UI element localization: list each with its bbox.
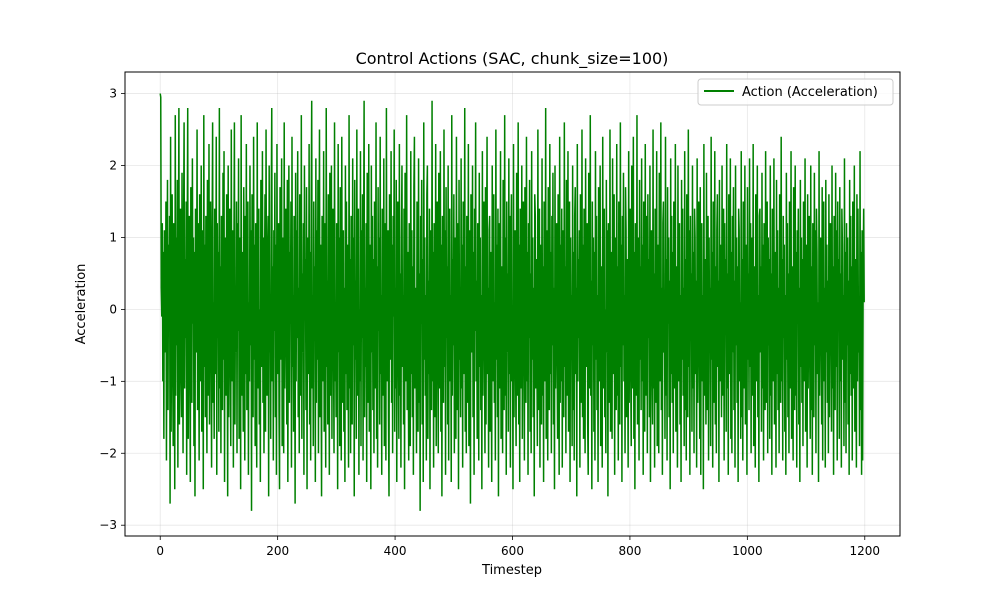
x-tick-label: 1200 bbox=[849, 544, 880, 558]
axis-ticks: 0 200 400 600 800 1000 1200 −3 −2 −1 0 1 2 3 bbox=[99, 87, 880, 558]
y-axis-label: Acceleration bbox=[74, 264, 89, 345]
x-axis-label: Timestep bbox=[481, 563, 542, 578]
x-tick-label: 0 bbox=[156, 544, 164, 558]
y-tick-label: 1 bbox=[109, 230, 117, 244]
legend-label: Action (Acceleration) bbox=[742, 85, 878, 100]
series-line-action-acceleration bbox=[159, 93, 865, 511]
x-tick-label: 400 bbox=[384, 544, 407, 558]
plot-area-frame bbox=[124, 71, 901, 537]
chart-title: Control Actions (SAC, chunk_size=100) bbox=[356, 49, 669, 69]
x-tick-label: 200 bbox=[266, 544, 289, 558]
y-tick-label: 0 bbox=[109, 302, 117, 316]
x-tick-label: 800 bbox=[618, 544, 641, 558]
y-tick-label: 3 bbox=[109, 87, 117, 101]
legend-box bbox=[697, 78, 894, 106]
x-tick-label: 1000 bbox=[732, 544, 763, 558]
y-tick-label: −3 bbox=[99, 518, 117, 532]
x-tick-label: 600 bbox=[501, 544, 524, 558]
legend: Action (Acceleration) bbox=[697, 78, 894, 106]
y-tick-label: 2 bbox=[109, 159, 117, 173]
y-tick-label: −2 bbox=[99, 446, 117, 460]
y-tick-label: −1 bbox=[99, 374, 117, 388]
